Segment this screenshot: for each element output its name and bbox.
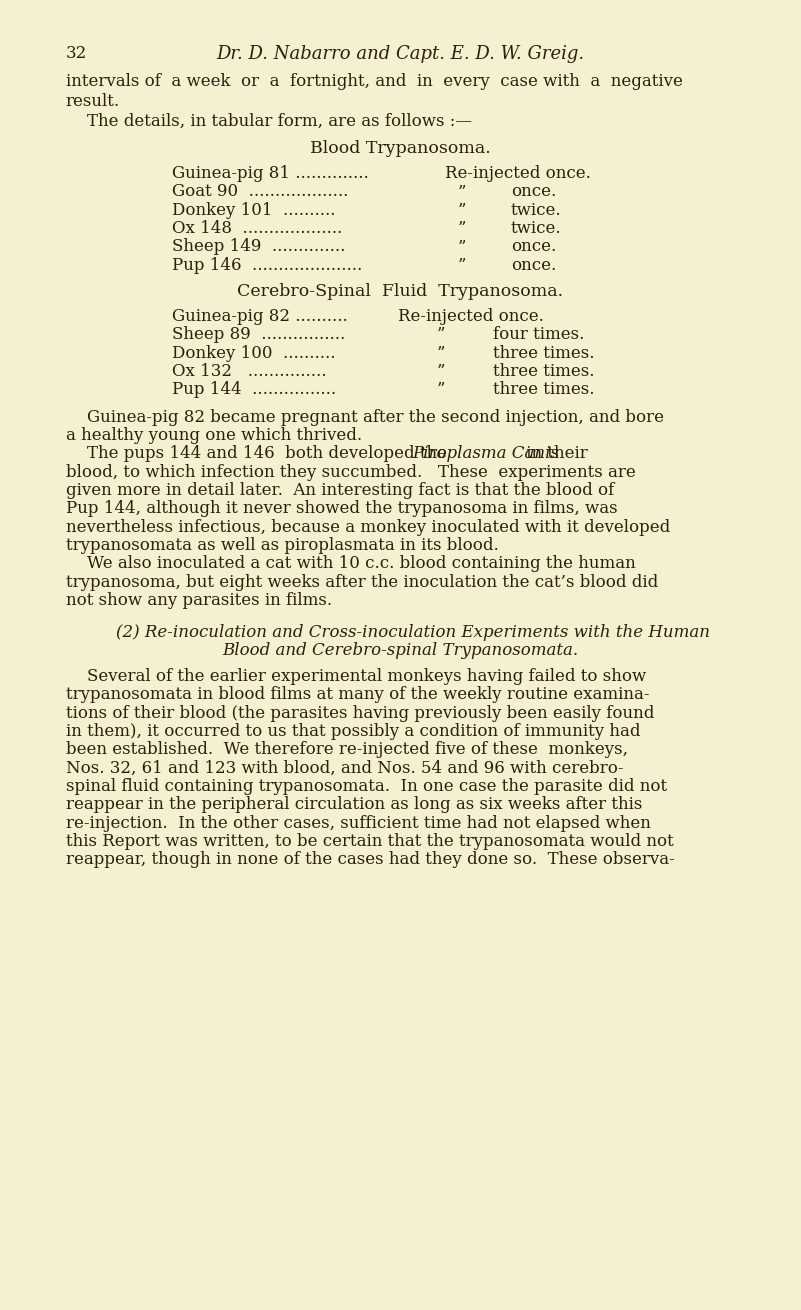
Text: twice.: twice. <box>511 220 562 237</box>
Text: not show any parasites in films.: not show any parasites in films. <box>66 592 332 609</box>
Text: ”: ” <box>437 326 445 343</box>
Text: twice.: twice. <box>511 202 562 219</box>
Text: Nos. 32, 61 and 123 with blood, and Nos. 54 and 96 with cerebro-: Nos. 32, 61 and 123 with blood, and Nos.… <box>66 760 623 777</box>
Text: once.: once. <box>511 238 556 255</box>
Text: Guinea-pig 81 ..............: Guinea-pig 81 .............. <box>172 165 369 182</box>
Text: Ox 132   ...............: Ox 132 ............... <box>172 363 327 380</box>
Text: Sheep 149  ..............: Sheep 149 .............. <box>172 238 345 255</box>
Text: The pups 144 and 146  both developed the: The pups 144 and 146 both developed the <box>66 445 452 462</box>
Text: trypanosomata in blood films at many of the weekly routine examina-: trypanosomata in blood films at many of … <box>66 686 649 703</box>
Text: a healthy young one which thrived.: a healthy young one which thrived. <box>66 427 362 444</box>
Text: Re-injected once.: Re-injected once. <box>398 308 544 325</box>
Text: Re-injected once.: Re-injected once. <box>445 165 590 182</box>
Text: ”: ” <box>457 220 466 237</box>
Text: ”: ” <box>457 238 466 255</box>
Text: Ox 148  ...................: Ox 148 ................... <box>172 220 343 237</box>
Text: three times.: three times. <box>493 363 594 380</box>
Text: Blood and Cerebro-spinal Trypanosomata.: Blood and Cerebro-spinal Trypanosomata. <box>223 642 578 659</box>
Text: Pup 144, although it never showed the trypanosoma in films, was: Pup 144, although it never showed the tr… <box>66 500 618 517</box>
Text: ”: ” <box>437 363 445 380</box>
Text: reappear in the peripheral circulation as long as six weeks after this: reappear in the peripheral circulation a… <box>66 796 642 814</box>
Text: three times.: three times. <box>493 345 594 362</box>
Text: Piroplasma Canis: Piroplasma Canis <box>413 445 560 462</box>
Text: once.: once. <box>511 257 556 274</box>
Text: Blood Trypanosoma.: Blood Trypanosoma. <box>310 140 491 157</box>
Text: ”: ” <box>437 345 445 362</box>
Text: tions of their blood (the parasites having previously been easily found: tions of their blood (the parasites havi… <box>66 705 654 722</box>
Text: result.: result. <box>66 93 120 110</box>
Text: in them), it occurred to us that possibly a condition of immunity had: in them), it occurred to us that possibl… <box>66 723 640 740</box>
Text: intervals of  a week  or  a  fortnight, and  in  every  case with  a  negative: intervals of a week or a fortnight, and … <box>66 73 682 90</box>
Text: Dr. D. Nabarro and Capt. E. D. W. Greig.: Dr. D. Nabarro and Capt. E. D. W. Greig. <box>216 45 585 63</box>
Text: in their: in their <box>521 445 588 462</box>
Text: Pup 146  .....................: Pup 146 ..................... <box>172 257 363 274</box>
Text: spinal fluid containing trypanosomata.  In one case the parasite did not: spinal fluid containing trypanosomata. I… <box>66 778 666 795</box>
Text: The details, in tabular form, are as follows :—: The details, in tabular form, are as fol… <box>66 113 472 130</box>
Text: Guinea-pig 82 ..........: Guinea-pig 82 .......... <box>172 308 348 325</box>
Text: this Report was written, to be certain that the trypanosomata would not: this Report was written, to be certain t… <box>66 833 674 850</box>
Text: We also inoculated a cat with 10 c.c. blood containing the human: We also inoculated a cat with 10 c.c. bl… <box>66 555 635 572</box>
Text: Donkey 100  ..........: Donkey 100 .......... <box>172 345 336 362</box>
Text: 32: 32 <box>66 45 87 62</box>
Text: ”: ” <box>437 381 445 398</box>
Text: given more in detail later.  An interesting fact is that the blood of: given more in detail later. An interesti… <box>66 482 614 499</box>
Text: Donkey 101  ..........: Donkey 101 .......... <box>172 202 336 219</box>
Text: Goat 90  ...................: Goat 90 ................... <box>172 183 348 200</box>
Text: ”: ” <box>457 202 466 219</box>
Text: Cerebro-Spinal  Fluid  Trypanosoma.: Cerebro-Spinal Fluid Trypanosoma. <box>237 283 564 300</box>
Text: trypanosoma, but eight weeks after the inoculation the cat’s blood did: trypanosoma, but eight weeks after the i… <box>66 574 658 591</box>
Text: nevertheless infectious, because a monkey inoculated with it developed: nevertheless infectious, because a monke… <box>66 519 670 536</box>
Text: Sheep 89  ................: Sheep 89 ................ <box>172 326 345 343</box>
Text: (2) Re-inoculation and Cross-inoculation Experiments with the Human: (2) Re-inoculation and Cross-inoculation… <box>116 624 710 641</box>
Text: Guinea-pig 82 became pregnant after the second injection, and bore: Guinea-pig 82 became pregnant after the … <box>66 409 664 426</box>
Text: Pup 144  ................: Pup 144 ................ <box>172 381 336 398</box>
Text: ”: ” <box>457 183 466 200</box>
Text: trypanosomata as well as piroplasmata in its blood.: trypanosomata as well as piroplasmata in… <box>66 537 498 554</box>
Text: blood, to which infection they succumbed.   These  experiments are: blood, to which infection they succumbed… <box>66 464 635 481</box>
Text: four times.: four times. <box>493 326 584 343</box>
Text: ”: ” <box>457 257 466 274</box>
Text: Several of the earlier experimental monkeys having failed to show: Several of the earlier experimental monk… <box>66 668 646 685</box>
Text: re-injection.  In the other cases, sufficient time had not elapsed when: re-injection. In the other cases, suffic… <box>66 815 650 832</box>
Text: been established.  We therefore re-injected five of these  monkeys,: been established. We therefore re-inject… <box>66 741 628 758</box>
Text: reappear, though in none of the cases had they done so.  These observa-: reappear, though in none of the cases ha… <box>66 852 674 869</box>
Text: three times.: three times. <box>493 381 594 398</box>
Text: once.: once. <box>511 183 556 200</box>
